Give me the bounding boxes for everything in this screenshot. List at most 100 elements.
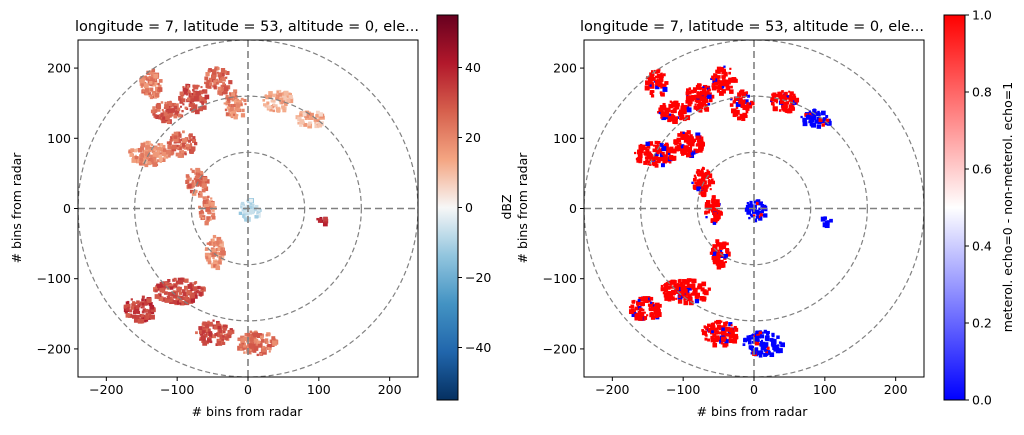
echo-cell <box>763 344 768 348</box>
echo-cell <box>232 103 236 108</box>
echo-cell <box>660 92 665 97</box>
echo-cell <box>134 156 138 160</box>
echo-cell <box>701 97 706 102</box>
echo-cell <box>223 330 226 334</box>
echo-cell <box>725 85 731 91</box>
echo-cell <box>714 330 719 335</box>
echo-cell <box>159 160 162 164</box>
echo-cell <box>249 202 253 205</box>
colorbar-tick-label: 40 <box>465 60 481 75</box>
echo-cell <box>173 300 178 305</box>
echo-cell <box>705 326 709 331</box>
echo-cell <box>202 326 206 330</box>
echo-cell <box>708 183 712 187</box>
echo-cell <box>662 154 666 157</box>
echo-cell <box>723 321 728 327</box>
echo-cell <box>695 132 701 138</box>
echo-cell <box>252 338 257 343</box>
echo-cell <box>703 188 707 192</box>
echo-cell <box>699 86 703 90</box>
echo-cell <box>712 87 716 91</box>
echo-cell <box>723 253 729 259</box>
echo-cell <box>207 338 212 343</box>
echo-cell <box>195 289 199 294</box>
echo-cell <box>226 112 229 116</box>
echo-cell <box>128 314 132 317</box>
echo-cell <box>668 114 672 118</box>
echo-cell <box>146 70 151 75</box>
echo-cell <box>216 236 222 242</box>
echo-cell <box>712 251 717 257</box>
echo-cell <box>166 141 170 145</box>
echo-cell <box>817 112 820 115</box>
echo-cell <box>197 170 202 175</box>
echo-cell <box>177 153 183 158</box>
y-tick-label: 200 <box>47 61 71 76</box>
echo-cell <box>820 216 826 222</box>
echo-cell <box>157 87 163 92</box>
echo-cell <box>644 147 647 150</box>
echo-cell <box>755 330 759 335</box>
echo-cell <box>172 102 176 107</box>
echo-cell <box>765 350 768 354</box>
echo-cell <box>693 105 698 110</box>
echo-cell <box>713 81 718 86</box>
echo-cell <box>145 151 150 157</box>
echo-cell <box>729 98 733 101</box>
echo-cell <box>248 205 253 210</box>
echo-cell <box>272 341 277 346</box>
echo-cell <box>639 313 643 317</box>
echo-cell <box>706 91 710 95</box>
x-tick-label: 200 <box>378 382 402 397</box>
echo-cell <box>687 102 692 107</box>
echo-cell <box>148 302 153 307</box>
echo-cell <box>203 333 208 338</box>
echo-cell <box>250 203 255 208</box>
x-tick-label: −200 <box>89 382 123 397</box>
echo-cell <box>199 170 203 175</box>
echo-cell <box>679 117 683 121</box>
echo-cell <box>156 146 162 152</box>
echo-cell <box>283 90 289 96</box>
echo-cell <box>720 336 726 342</box>
echo-cell <box>681 103 684 106</box>
echo-cell <box>193 96 199 101</box>
echo-cell <box>753 200 757 204</box>
echo-cell <box>147 309 152 314</box>
echo-cell <box>682 131 685 134</box>
echo-cell <box>756 200 761 205</box>
echo-cell <box>759 331 763 335</box>
echo-cell <box>248 343 254 349</box>
echo-cell <box>256 353 259 357</box>
echo-cell <box>234 107 239 112</box>
echo-cell <box>188 134 191 137</box>
echo-cell <box>297 121 300 125</box>
echo-cell <box>655 314 658 317</box>
echo-cell <box>634 306 638 310</box>
echo-cell <box>653 305 659 311</box>
echo-cell <box>162 110 165 113</box>
echo-cell <box>810 118 815 123</box>
echo-cell <box>800 115 803 119</box>
echo-cell <box>149 81 153 85</box>
echo-cell <box>657 156 662 161</box>
echo-cell <box>788 104 793 109</box>
echo-cell <box>158 114 162 117</box>
echo-cell <box>157 293 162 297</box>
echo-cell <box>686 283 691 288</box>
echo-cell <box>753 334 756 338</box>
echo-cell <box>215 251 221 257</box>
echo-cell <box>199 331 202 335</box>
echo-cell <box>766 353 769 356</box>
echo-cell <box>144 75 147 78</box>
echo-cell <box>704 204 710 209</box>
echo-cell <box>278 97 284 103</box>
echo-cell <box>643 144 646 147</box>
echo-cell <box>159 288 165 293</box>
echo-cell <box>776 335 780 339</box>
echo-cell <box>779 99 785 104</box>
echo-cell <box>256 210 261 214</box>
echo-cell <box>156 159 160 163</box>
echo-cell <box>241 342 247 348</box>
echo-cell <box>660 72 663 76</box>
